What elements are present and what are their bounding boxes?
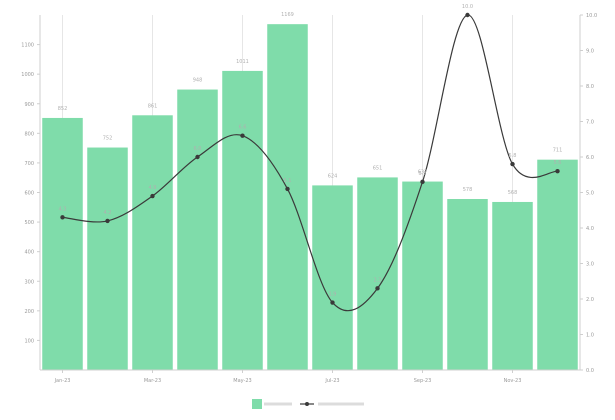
x-tick-label: Sep-23 [414, 378, 432, 384]
line-point [150, 193, 155, 199]
line-data-label: 5.6 [554, 160, 562, 166]
y-right-tick-label: 0.0 [586, 368, 594, 374]
legend-swatch-bar[interactable] [252, 399, 262, 409]
bar [357, 177, 398, 370]
line-point [240, 133, 245, 138]
line-data-label: 5.3 [419, 171, 427, 177]
bar-data-label: 852 [58, 106, 68, 112]
x-tick-label: Nov-23 [504, 378, 522, 384]
y-right-tick-label: 9.0 [586, 49, 594, 55]
line-series [60, 12, 560, 312]
y-left-tick-label: 600 [24, 191, 34, 197]
x-tick-label: Mar-23 [144, 378, 161, 384]
y-left-tick-label: 700 [24, 161, 34, 167]
bar [402, 181, 443, 370]
y-right-tick-label: 4.0 [586, 226, 594, 232]
line-point [195, 154, 200, 160]
bar [447, 199, 488, 370]
y-left-tick-label: 300 [24, 279, 34, 285]
line-data-label: 1.9 [329, 292, 337, 298]
bar [42, 117, 83, 370]
line-point [420, 179, 425, 185]
line-data-label: 6.6 [239, 125, 247, 131]
bar-data-label: 637 [418, 170, 428, 176]
line-point [510, 161, 515, 167]
y-left-tick-label: 800 [24, 131, 34, 137]
line-data-label: 2.3 [374, 277, 382, 283]
y-left-tick-label: 200 [24, 309, 34, 315]
bar [87, 147, 128, 370]
y-left-tick-label: 400 [24, 250, 34, 256]
bar [312, 185, 353, 370]
line-data-label: 4.9 [149, 185, 157, 191]
y-left-tick-label: 100 [24, 338, 34, 344]
line-data-label: 4.3 [59, 206, 67, 212]
bar-data-label: 568 [508, 190, 518, 196]
line-data-label: 5.8 [509, 153, 517, 159]
bar [537, 159, 578, 370]
bar-data-label: 861 [148, 103, 158, 109]
data-labels: 852 752 861 948 1011 1169 624 651 637 578 568 711 4.… [58, 4, 563, 298]
y-right-tick-label: 2.0 [586, 297, 594, 303]
bar [177, 89, 218, 371]
bar [132, 115, 173, 370]
y-right-tick-label: 5.0 [586, 191, 594, 197]
bar-data-label: 578 [463, 187, 473, 193]
line-point [105, 218, 110, 224]
bars [42, 24, 578, 371]
bar [492, 201, 533, 370]
legend-text-placeholder-bar [264, 402, 292, 406]
line-point [285, 186, 290, 192]
x-tick-label: Jan-23 [54, 378, 71, 384]
x-tick-label: May-23 [233, 378, 251, 384]
y-left-tick-label: 1100 [21, 43, 34, 49]
bar-data-label: 624 [328, 173, 338, 179]
y-right-tick-label: 3.0 [586, 262, 594, 268]
line-data-label: 4.2 [104, 210, 112, 216]
y-right-tick-label: 1.0 [586, 333, 594, 339]
line-data-label: 10.0 [462, 4, 473, 10]
x-tick-label: Jul-23 [324, 378, 339, 384]
y-right-tick-label: 10.0 [586, 13, 597, 19]
line-point [465, 12, 470, 18]
bar-data-label: 1169 [281, 12, 294, 18]
y-left-tick-label: 900 [24, 102, 34, 108]
line-point [555, 169, 560, 174]
bar-data-label: 711 [553, 148, 563, 154]
legend-swatch-line-marker [305, 402, 309, 406]
bar-data-label: 948 [193, 78, 203, 84]
legend[interactable] [252, 399, 364, 409]
line-data-label: 5.1 [284, 178, 292, 184]
line-point [375, 286, 380, 291]
axes: 100 200 300 400 500 600 700 800 900 1000 1100 0.0 1.… [21, 13, 597, 384]
y-right-tick-label: 7.0 [586, 120, 594, 126]
y-left-tick-label: 500 [24, 220, 34, 226]
bar [267, 24, 308, 370]
y-right-tick-label: 8.0 [586, 84, 594, 90]
bar-data-label: 651 [373, 165, 383, 171]
bar-data-label: 1011 [236, 59, 249, 65]
bar-data-label: 752 [103, 136, 113, 142]
y-left-tick-label: 1000 [21, 72, 34, 78]
line-point [330, 300, 335, 305]
legend-text-placeholder-line [318, 402, 364, 406]
line-point [60, 215, 65, 220]
bar [222, 70, 263, 370]
y-right-tick-label: 6.0 [586, 155, 594, 161]
line-data-label: 6.0 [194, 146, 202, 152]
